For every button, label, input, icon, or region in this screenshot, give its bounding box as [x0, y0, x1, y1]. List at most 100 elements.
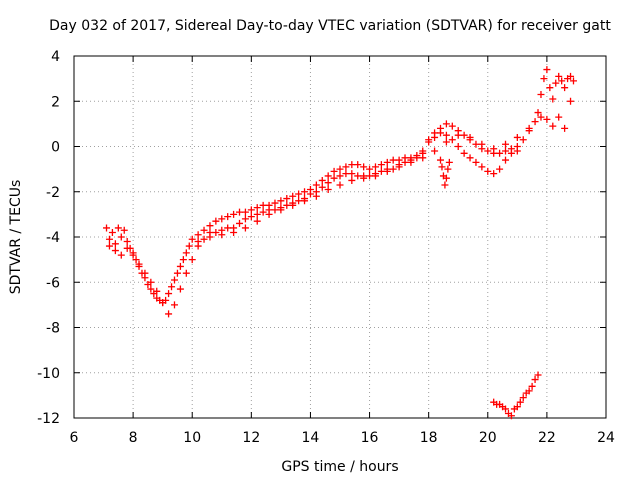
- data-point: [478, 163, 486, 171]
- data-point: [289, 192, 297, 200]
- data-point: [224, 213, 232, 221]
- data-point: [253, 204, 261, 212]
- y-tick-label: -6: [46, 275, 60, 291]
- data-point: [170, 301, 178, 309]
- data-point: [324, 179, 332, 187]
- data-point: [194, 238, 202, 246]
- data-point: [206, 233, 214, 241]
- data-point: [552, 79, 560, 87]
- series-late-high: [534, 66, 577, 132]
- data-point: [549, 95, 557, 103]
- data-point: [569, 77, 577, 85]
- data-point: [383, 158, 391, 166]
- data-point: [540, 75, 548, 83]
- data-point: [324, 172, 332, 180]
- data-point: [442, 131, 450, 139]
- data-point: [253, 217, 261, 225]
- data-point: [502, 156, 510, 164]
- data-point: [230, 228, 238, 236]
- data-point: [519, 136, 527, 144]
- x-tick-labels: 6 8 10 12 14 16 18 20 22 24: [70, 430, 615, 446]
- data-point: [537, 113, 545, 121]
- data-point: [159, 299, 167, 307]
- data-point: [442, 138, 450, 146]
- data-point: [153, 287, 161, 295]
- data-point: [283, 201, 291, 209]
- data-point: [445, 158, 453, 166]
- data-point: [543, 115, 551, 123]
- x-axis-label: GPS time / hours: [281, 459, 398, 475]
- data-point: [490, 145, 498, 153]
- data-point: [507, 412, 515, 420]
- data-point: [147, 278, 155, 286]
- data-point: [528, 382, 536, 390]
- data-point: [561, 84, 569, 92]
- data-point: [444, 165, 452, 173]
- series-outlier-cluster: [490, 371, 542, 420]
- data-point: [165, 310, 173, 318]
- data-point: [531, 118, 539, 126]
- x-tick-label: 14: [302, 430, 320, 446]
- data-point: [484, 147, 492, 155]
- data-point: [407, 158, 415, 166]
- data-point: [513, 403, 521, 411]
- data-point: [111, 240, 119, 248]
- data-point: [496, 165, 504, 173]
- data-point: [534, 371, 542, 379]
- data-point: [448, 136, 456, 144]
- data-point: [401, 158, 409, 166]
- data-point: [546, 84, 554, 92]
- data-point: [224, 224, 232, 232]
- data-point: [176, 285, 184, 293]
- data-point: [395, 163, 403, 171]
- data-point: [141, 269, 149, 277]
- data-point: [200, 235, 208, 243]
- series-dip-18h: [436, 156, 453, 189]
- data-point: [206, 222, 214, 230]
- data-point: [354, 161, 362, 169]
- data-point: [289, 201, 297, 209]
- data-point: [114, 224, 122, 232]
- data-point: [389, 165, 397, 173]
- y-tick-label: -10: [37, 366, 60, 382]
- data-point: [185, 242, 193, 250]
- data-point: [295, 190, 303, 198]
- data-point: [259, 208, 267, 216]
- data-point: [383, 167, 391, 175]
- data-point: [301, 197, 309, 205]
- data-point: [330, 174, 338, 182]
- y-tick-label: -12: [37, 411, 60, 427]
- data-point: [555, 113, 563, 121]
- data-point: [271, 199, 279, 207]
- data-point: [555, 72, 563, 80]
- data-point: [502, 405, 510, 413]
- data-point: [558, 77, 566, 85]
- data-point: [460, 149, 468, 157]
- data-point: [496, 149, 504, 157]
- data-point: [366, 172, 374, 180]
- data-point: [354, 172, 362, 180]
- data-point: [147, 285, 155, 293]
- data-point: [360, 174, 368, 182]
- data-point: [179, 256, 187, 264]
- data-point: [484, 167, 492, 175]
- data-point: [218, 215, 226, 223]
- data-point: [366, 165, 374, 173]
- data-points: [103, 66, 577, 420]
- y-tick-label: 0: [51, 140, 60, 156]
- data-point: [436, 156, 444, 164]
- x-tick-label: 24: [597, 430, 615, 446]
- data-point: [531, 376, 539, 384]
- data-point: [348, 161, 356, 169]
- data-point: [182, 269, 190, 277]
- data-point: [377, 167, 385, 175]
- data-point: [336, 181, 344, 189]
- data-point: [236, 219, 244, 227]
- data-point: [561, 124, 569, 132]
- data-point: [454, 143, 462, 150]
- data-point: [525, 387, 533, 395]
- data-point: [165, 290, 173, 298]
- data-point: [442, 120, 450, 128]
- data-point: [271, 206, 279, 214]
- data-point: [312, 192, 320, 200]
